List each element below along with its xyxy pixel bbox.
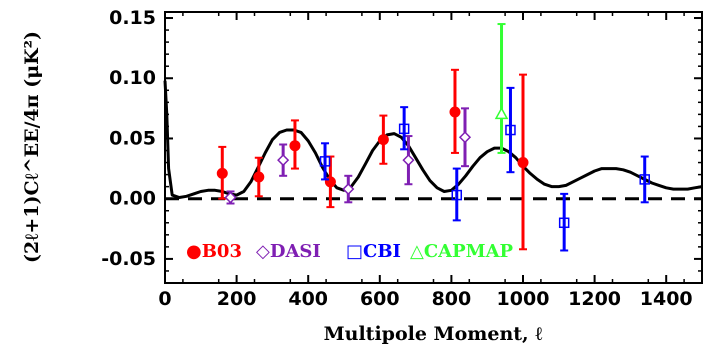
cbi-data-point <box>319 156 331 167</box>
y-tick-label: 0.15 <box>109 7 156 29</box>
legend-item-b03: ●B03 <box>186 241 242 262</box>
legend-item-capmap: △CAPMAP <box>410 241 514 262</box>
cbi-data-point <box>639 174 650 185</box>
dasi-data-point <box>402 154 415 167</box>
dasi-data-point <box>277 154 290 167</box>
series-b03 <box>216 68 529 251</box>
b03-data-point <box>216 167 228 179</box>
dasi-data-point <box>458 131 472 144</box>
cbi-data-point <box>451 189 463 201</box>
x-tick-label: 400 <box>288 288 328 310</box>
series-capmap <box>494 23 509 154</box>
legend-symbol-b03: ● <box>186 241 202 262</box>
cbi-data-point <box>505 124 516 136</box>
series-dasi <box>224 107 472 205</box>
x-tick-label: 1400 <box>640 288 693 310</box>
y-tick-label: 0.05 <box>109 127 156 149</box>
legend-label-dasi: DASI <box>270 241 321 262</box>
x-tick-label: 1000 <box>497 288 550 310</box>
legend-label-capmap: CAPMAP <box>424 241 514 262</box>
y-tick-label: -0.05 <box>101 248 156 270</box>
model-curve <box>163 80 703 199</box>
b03-data-point <box>449 106 461 118</box>
cbi-data-point <box>398 123 410 135</box>
legend-item-cbi: □CBI <box>346 241 401 262</box>
series-cbi <box>319 86 650 252</box>
b03-data-point <box>517 157 529 169</box>
x-tick-label: 600 <box>360 288 400 310</box>
x-tick-label: 0 <box>158 288 171 310</box>
dasi-data-point <box>342 182 355 196</box>
y-tick-label: 0.00 <box>109 188 156 210</box>
y-tick-label: 0.10 <box>109 67 156 89</box>
legend-symbol-capmap: △ <box>410 241 424 262</box>
b03-data-point <box>253 171 265 183</box>
x-tick-label: 1200 <box>568 288 621 310</box>
dasi-data-point <box>224 191 237 204</box>
x-tick-label: 800 <box>432 288 472 310</box>
cbi-data-point <box>558 217 570 229</box>
x-tick-label: 200 <box>217 288 257 310</box>
b03-data-point <box>377 134 389 146</box>
b03-data-point <box>289 140 301 152</box>
axes: 0 200 400 600 800 1000 1200 1400 0.15 0.10 0.05 0.0… <box>101 7 702 310</box>
legend-label-cbi: CBI <box>363 241 401 262</box>
legend-symbol-cbi: □ <box>346 241 363 262</box>
legend-label-b03: B03 <box>202 241 242 262</box>
capmap-data-point <box>494 106 509 120</box>
y-axis-label-group: (2ℓ+1)Cℓ^EE/4π (μK²) <box>21 31 43 263</box>
b03-data-point <box>324 176 336 188</box>
x-axis-label: Multipole Moment, ℓ <box>324 323 543 345</box>
data-layer <box>163 23 703 252</box>
y-axis-label: (2ℓ+1)Cℓ^EE/4π (μK²) <box>21 31 43 263</box>
legend-symbol-dasi: ◇ <box>256 241 270 262</box>
legend: ●B03 ◇DASI □CBI △CAPMAP <box>186 241 514 262</box>
legend-item-dasi: ◇DASI <box>256 241 321 262</box>
